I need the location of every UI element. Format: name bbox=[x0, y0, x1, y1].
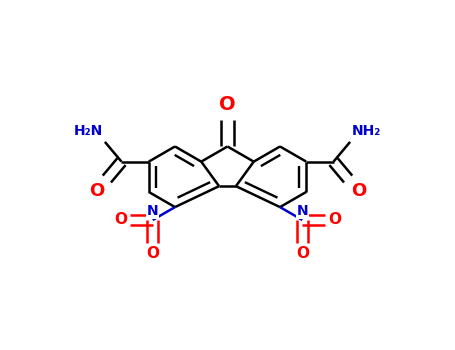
Text: O: O bbox=[296, 246, 309, 261]
Text: O: O bbox=[89, 182, 104, 200]
Text: N: N bbox=[147, 204, 158, 218]
Text: O: O bbox=[114, 212, 127, 228]
Text: O: O bbox=[146, 246, 159, 261]
Text: H₂N: H₂N bbox=[74, 124, 103, 138]
Text: O: O bbox=[328, 212, 341, 228]
Text: O: O bbox=[351, 182, 366, 200]
Text: N: N bbox=[297, 204, 308, 218]
Text: O: O bbox=[219, 94, 236, 114]
Text: NH₂: NH₂ bbox=[352, 124, 381, 138]
